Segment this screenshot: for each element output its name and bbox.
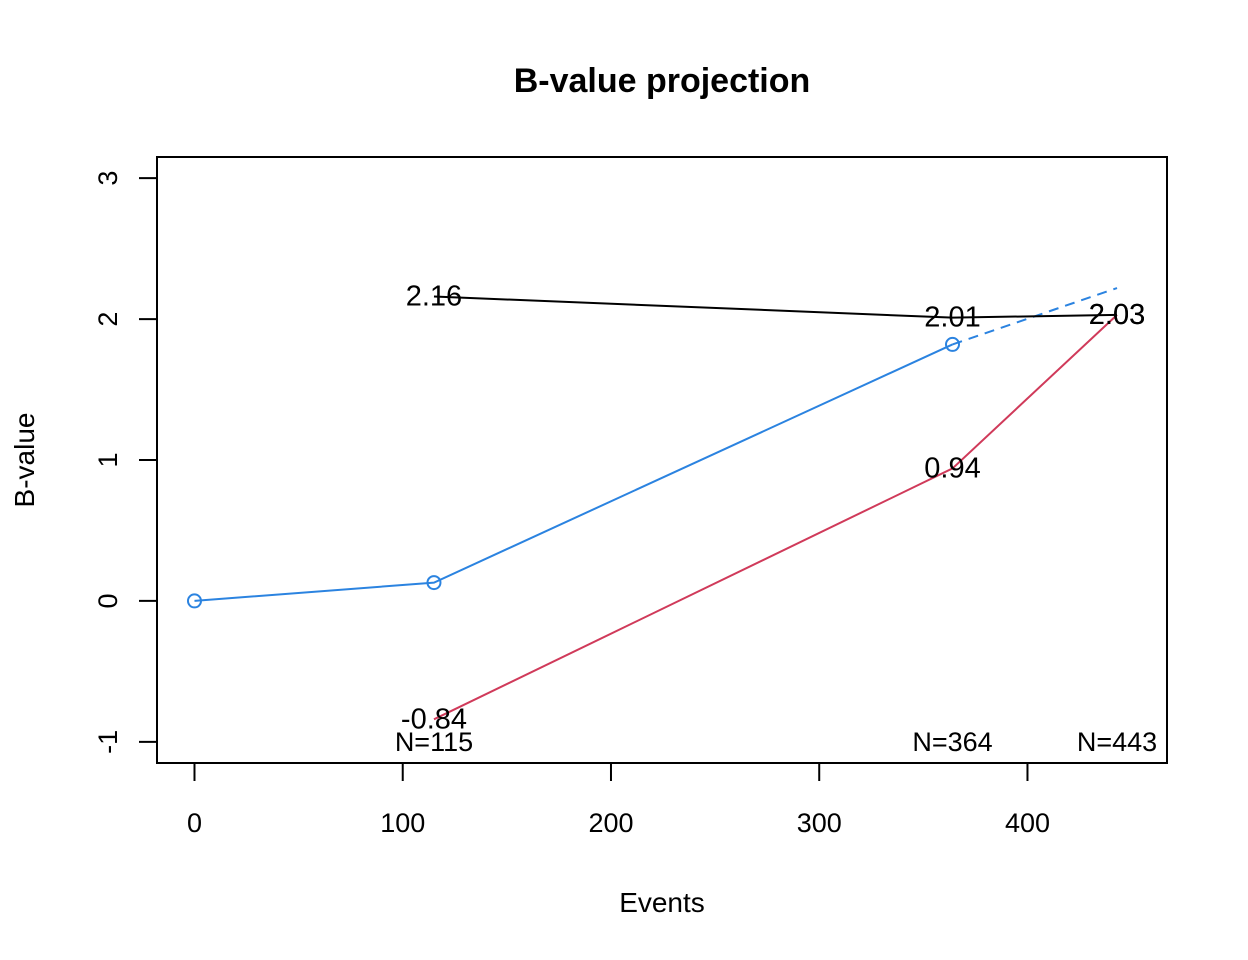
y-axis-label: B-value	[9, 413, 40, 508]
chart-title: B-value projection	[514, 62, 811, 100]
plot-frame	[156, 156, 1168, 764]
y-axis: -1 0 1 2 3	[93, 171, 158, 754]
x-axis-label: Events	[619, 887, 705, 918]
x-tick-label: 300	[797, 808, 842, 838]
x-tick-label: 400	[1005, 808, 1050, 838]
series-line-upper	[433, 295, 1118, 319]
series-line-bvalue	[194, 343, 953, 602]
data-label: 2.03	[1089, 299, 1145, 331]
data-label: -0.84	[401, 703, 467, 735]
data-label-layer: 2.162.01 2.032.030.94-0.84N=115 N=364 N=443	[395, 281, 1157, 757]
y-tick-label: 3	[93, 171, 123, 186]
data-point-bvalue	[186, 593, 202, 609]
data-label: 2.03	[1089, 299, 1145, 331]
data-point-bvalue	[945, 336, 961, 352]
x-tick-label: 200	[588, 808, 633, 838]
events-count-label: N=443	[1077, 727, 1157, 757]
y-tick-label: 2	[93, 312, 123, 327]
series-line-lower	[433, 314, 1118, 721]
data-label: 0.94	[924, 452, 980, 484]
x-tick-label: 100	[380, 808, 425, 838]
x-tick-label: 0	[187, 808, 202, 838]
series-layer	[186, 287, 1118, 721]
data-point-bvalue	[426, 575, 442, 591]
data-label: 2.16	[406, 281, 462, 313]
y-tick-label: -1	[93, 730, 123, 754]
x-axis: 0 100 200 300 400	[187, 762, 1050, 838]
events-count-label: N=364	[912, 727, 992, 757]
events-count-label: N=115	[395, 727, 473, 757]
data-label: 2.01	[924, 302, 980, 334]
y-tick-label: 0	[93, 593, 123, 608]
y-tick-label: 1	[93, 452, 123, 467]
